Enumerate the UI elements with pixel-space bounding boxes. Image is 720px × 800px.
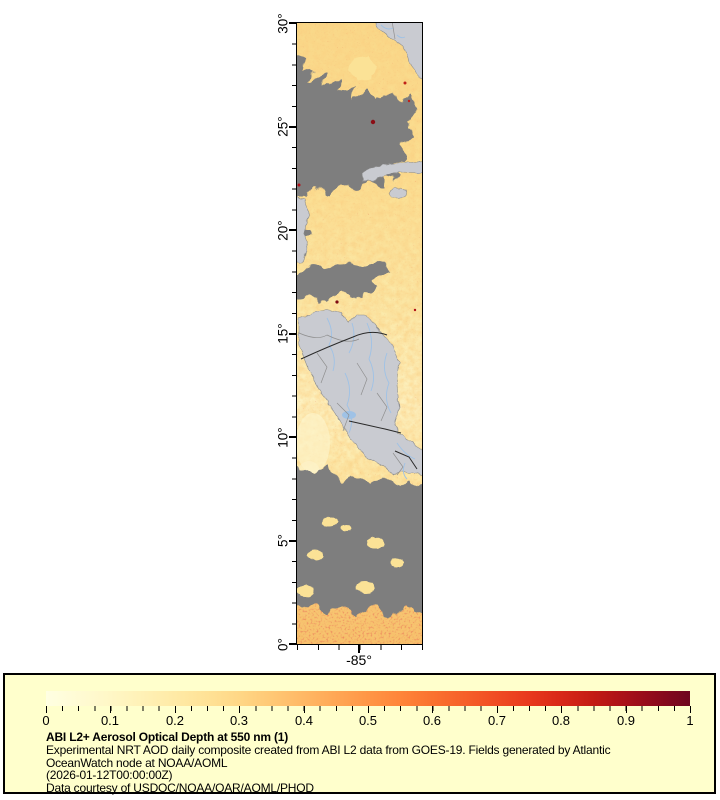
colorbar-tick-label-05: 0.5 [358,713,378,728]
latitude-tick-20 [289,229,297,231]
legend-description-line2: OceanWatch node at NOAA/AOML [46,755,228,770]
cloud-layer [297,56,422,617]
latitude-label-5: 5° [275,534,291,547]
legend-text-block: ABI L2+ Aerosol Optical Depth at 550 nm … [46,730,611,796]
colorbar-tick-label-0: 0 [42,713,50,728]
latitude-label-20: 20° [275,220,291,241]
colorbar-tick-label-01: 0.1 [100,713,120,728]
latitude-tick-0 [289,643,297,645]
colorbar-tick-04 [304,706,305,713]
colorbar-gradient [46,691,690,706]
colorbar-tick-label-04: 0.4 [294,713,314,728]
latitude-label-10: 10° [275,427,291,448]
colorbar-tick-08 [561,706,562,713]
colorbar-tick-09 [626,706,627,713]
latitude-label-15: 15° [275,323,291,344]
legend-timestamp: (2026-01-12T00:00:00Z) [46,768,173,783]
colorbar-tick-label-1: 1 [686,713,694,728]
map-canvas [297,23,422,644]
colorbar-tick-label-09: 0.9 [616,713,636,728]
colorbar-tick-07 [497,706,498,713]
latitude-tick-15 [289,333,297,335]
colorbar-tick-01 [110,706,111,713]
country-border-layer [300,331,418,470]
legend-description-line1: Experimental NRT AOD daily composite cre… [46,742,611,757]
colorbar-tick-05 [368,706,369,713]
colorbar-tick-03 [239,706,240,713]
colorbar-tick-1 [690,706,691,713]
colorbar-tick-label-08: 0.8 [551,713,571,728]
longitude-minor-ticks [297,645,423,650]
latitude-label-30: 30° [275,13,291,34]
latitude-tick-25 [289,126,297,128]
legend-courtesy: Data courtesy of USDOC/NOAA/OAR/AOML/PHO… [46,781,314,796]
colorbar-tick-label-06: 0.6 [422,713,442,728]
map-panel [296,22,423,645]
colorbar-tick-06 [432,706,433,713]
latitude-tick-5 [289,540,297,542]
latitude-tick-10 [289,436,297,438]
latitude-label-25: 25° [275,116,291,137]
colorbar-tick-0 [46,706,47,713]
legend-title: ABI L2+ Aerosol Optical Depth at 550 nm … [46,730,289,744]
cloud-gap-patches [297,56,403,597]
longitude-label-85w: -85° [346,652,372,668]
admin-border-layer [298,23,404,476]
colorbar-tick-label-07: 0.7 [487,713,507,728]
colorbar-tick-02 [175,706,176,713]
colorbar-tick-label-03: 0.3 [229,713,249,728]
aod-hotspot-layer [297,81,417,312]
legend-box: 0 0.1 0.2 0.3 0.4 0.5 0.6 0.7 0.8 0.9 1 … [3,673,716,794]
latitude-tick-30 [289,22,297,24]
land-layer [297,23,422,476]
latitude-label-0: 0° [275,638,291,651]
colorbar-tick-label-02: 0.2 [165,713,185,728]
longitude-tick-85w [358,645,360,653]
